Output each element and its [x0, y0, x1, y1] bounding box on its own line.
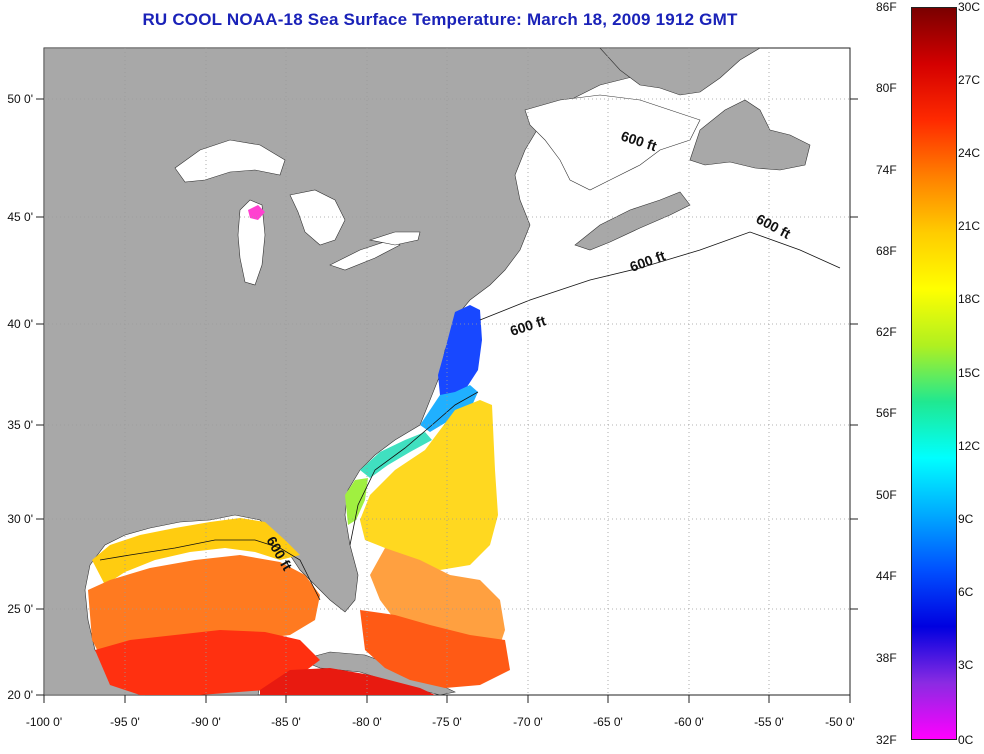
- colorbar-f-label: 80F: [876, 81, 897, 95]
- lake-superior: [174, 139, 286, 183]
- colorbar-f-label: 74F: [876, 163, 897, 177]
- lat-tick-label: 25 0': [7, 602, 33, 616]
- lon-tick-labels: -100 0' -95 0' -90 0' -85 0' -80 0' -75 …: [26, 715, 855, 729]
- land-nova-scotia: [574, 191, 691, 251]
- sst-gulf-stream-yellow: [360, 400, 498, 570]
- colorbar-f-label: 44F: [876, 569, 897, 583]
- gulf-of-st-lawrence: [524, 94, 701, 191]
- colorbar-f-label: 68F: [876, 244, 897, 258]
- lat-tick-label: 45 0': [7, 210, 33, 224]
- colorbar-f-label: 62F: [876, 325, 897, 339]
- lon-tick-label: -55 0': [754, 715, 784, 729]
- lake-erie: [329, 239, 401, 271]
- lat-tick-label: 30 0': [7, 512, 33, 526]
- colorbar-f-label: 32F: [876, 733, 897, 747]
- lon-tick-label: -50 0': [825, 715, 855, 729]
- sst-gulf-yellow-coast: [92, 518, 300, 585]
- colorbar-c-label: 30C: [958, 0, 981, 14]
- colorbar-c-label: 15C: [958, 366, 981, 380]
- colorbar-c-label: 12C: [958, 439, 981, 453]
- colorbar-c-label: 27C: [958, 73, 981, 87]
- lat-tick-label: 20 0': [7, 688, 33, 702]
- land-labrador: [599, 47, 762, 96]
- lon-tick-label: -75 0': [432, 715, 462, 729]
- lat-tick-label: 35 0': [7, 418, 33, 432]
- sst-georgia-shelf: [345, 478, 368, 525]
- sst-colorbar: [911, 7, 957, 740]
- isobath-gulf: [99, 539, 321, 601]
- sst-caribbean-red: [260, 668, 435, 695]
- colorbar-c-label: 18C: [958, 292, 981, 306]
- lon-tick-label: -65 0': [593, 715, 623, 729]
- lon-tick-label: -60 0': [674, 715, 704, 729]
- lon-tick-label: -100 0': [26, 715, 62, 729]
- lake-michigan-warm-spot: [248, 205, 265, 220]
- lake-huron: [289, 189, 346, 246]
- colorbar-f-label: 50F: [876, 488, 897, 502]
- lon-tick-label: -95 0': [110, 715, 140, 729]
- isobath-north-atlantic: [479, 231, 841, 321]
- sst-gulf-red: [95, 630, 320, 695]
- colorbar-f-label: 56F: [876, 406, 897, 420]
- lat-tick-label: 50 0': [7, 92, 33, 106]
- colorbar-c-label: 6C: [958, 585, 974, 599]
- land-newfoundland: [689, 99, 811, 171]
- lat-tick-labels: 50 0' 45 0' 40 0' 35 0' 30 0' 25 0' 20 0…: [7, 92, 33, 702]
- lat-tick-label: 40 0': [7, 317, 33, 331]
- map-title: RU COOL NOAA-18 Sea Surface Temperature:…: [142, 10, 738, 29]
- colorbar-c-label: 21C: [958, 219, 981, 233]
- lon-tick-label: -85 0': [271, 715, 301, 729]
- colorbar-f-label: 38F: [876, 651, 897, 665]
- colorbar-f-label: 86F: [876, 0, 897, 14]
- lake-ontario: [368, 231, 421, 246]
- colorbar-c-label: 0C: [958, 733, 974, 747]
- sst-mid-atlantic-cyan: [420, 385, 478, 432]
- lon-tick-label: -70 0': [513, 715, 543, 729]
- axis-ticks: [36, 98, 858, 703]
- lon-tick-label: -80 0': [352, 715, 382, 729]
- sst-bahamas-orange: [360, 610, 510, 688]
- land-cuba: [299, 651, 456, 696]
- lon-tick-label: -90 0': [191, 715, 221, 729]
- colorbar-c-label: 3C: [958, 658, 974, 672]
- isobath-atlantic: [349, 391, 479, 546]
- colorbar-c-label: 24C: [958, 146, 981, 160]
- lake-michigan: [237, 199, 266, 286]
- colorbar-c-label: 9C: [958, 512, 974, 526]
- sst-mid-atlantic-cold: [438, 305, 482, 400]
